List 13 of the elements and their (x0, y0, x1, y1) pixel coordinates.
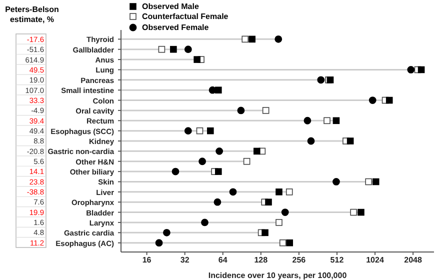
x-tick-label: 256 (292, 256, 306, 265)
x-axis-title: Incidence over 10 years, per 100,000 (208, 271, 348, 280)
x-tick-label: 64 (218, 256, 228, 265)
x-tick-label: 16 (142, 256, 152, 265)
x-tick-label: 32 (180, 256, 190, 265)
legend-label: Observed Female (142, 22, 209, 32)
legend-label: Observed Male (142, 2, 199, 11)
legend-label: Counterfactual Female (142, 12, 228, 22)
x-tick-label: 2048 (404, 256, 422, 265)
text: Peters-Belson estimate, % (4, 5, 60, 25)
x-tick-label: 512 (330, 256, 344, 265)
x-tick-label: 128 (254, 256, 268, 265)
x-tick-label: 1024 (366, 256, 384, 265)
